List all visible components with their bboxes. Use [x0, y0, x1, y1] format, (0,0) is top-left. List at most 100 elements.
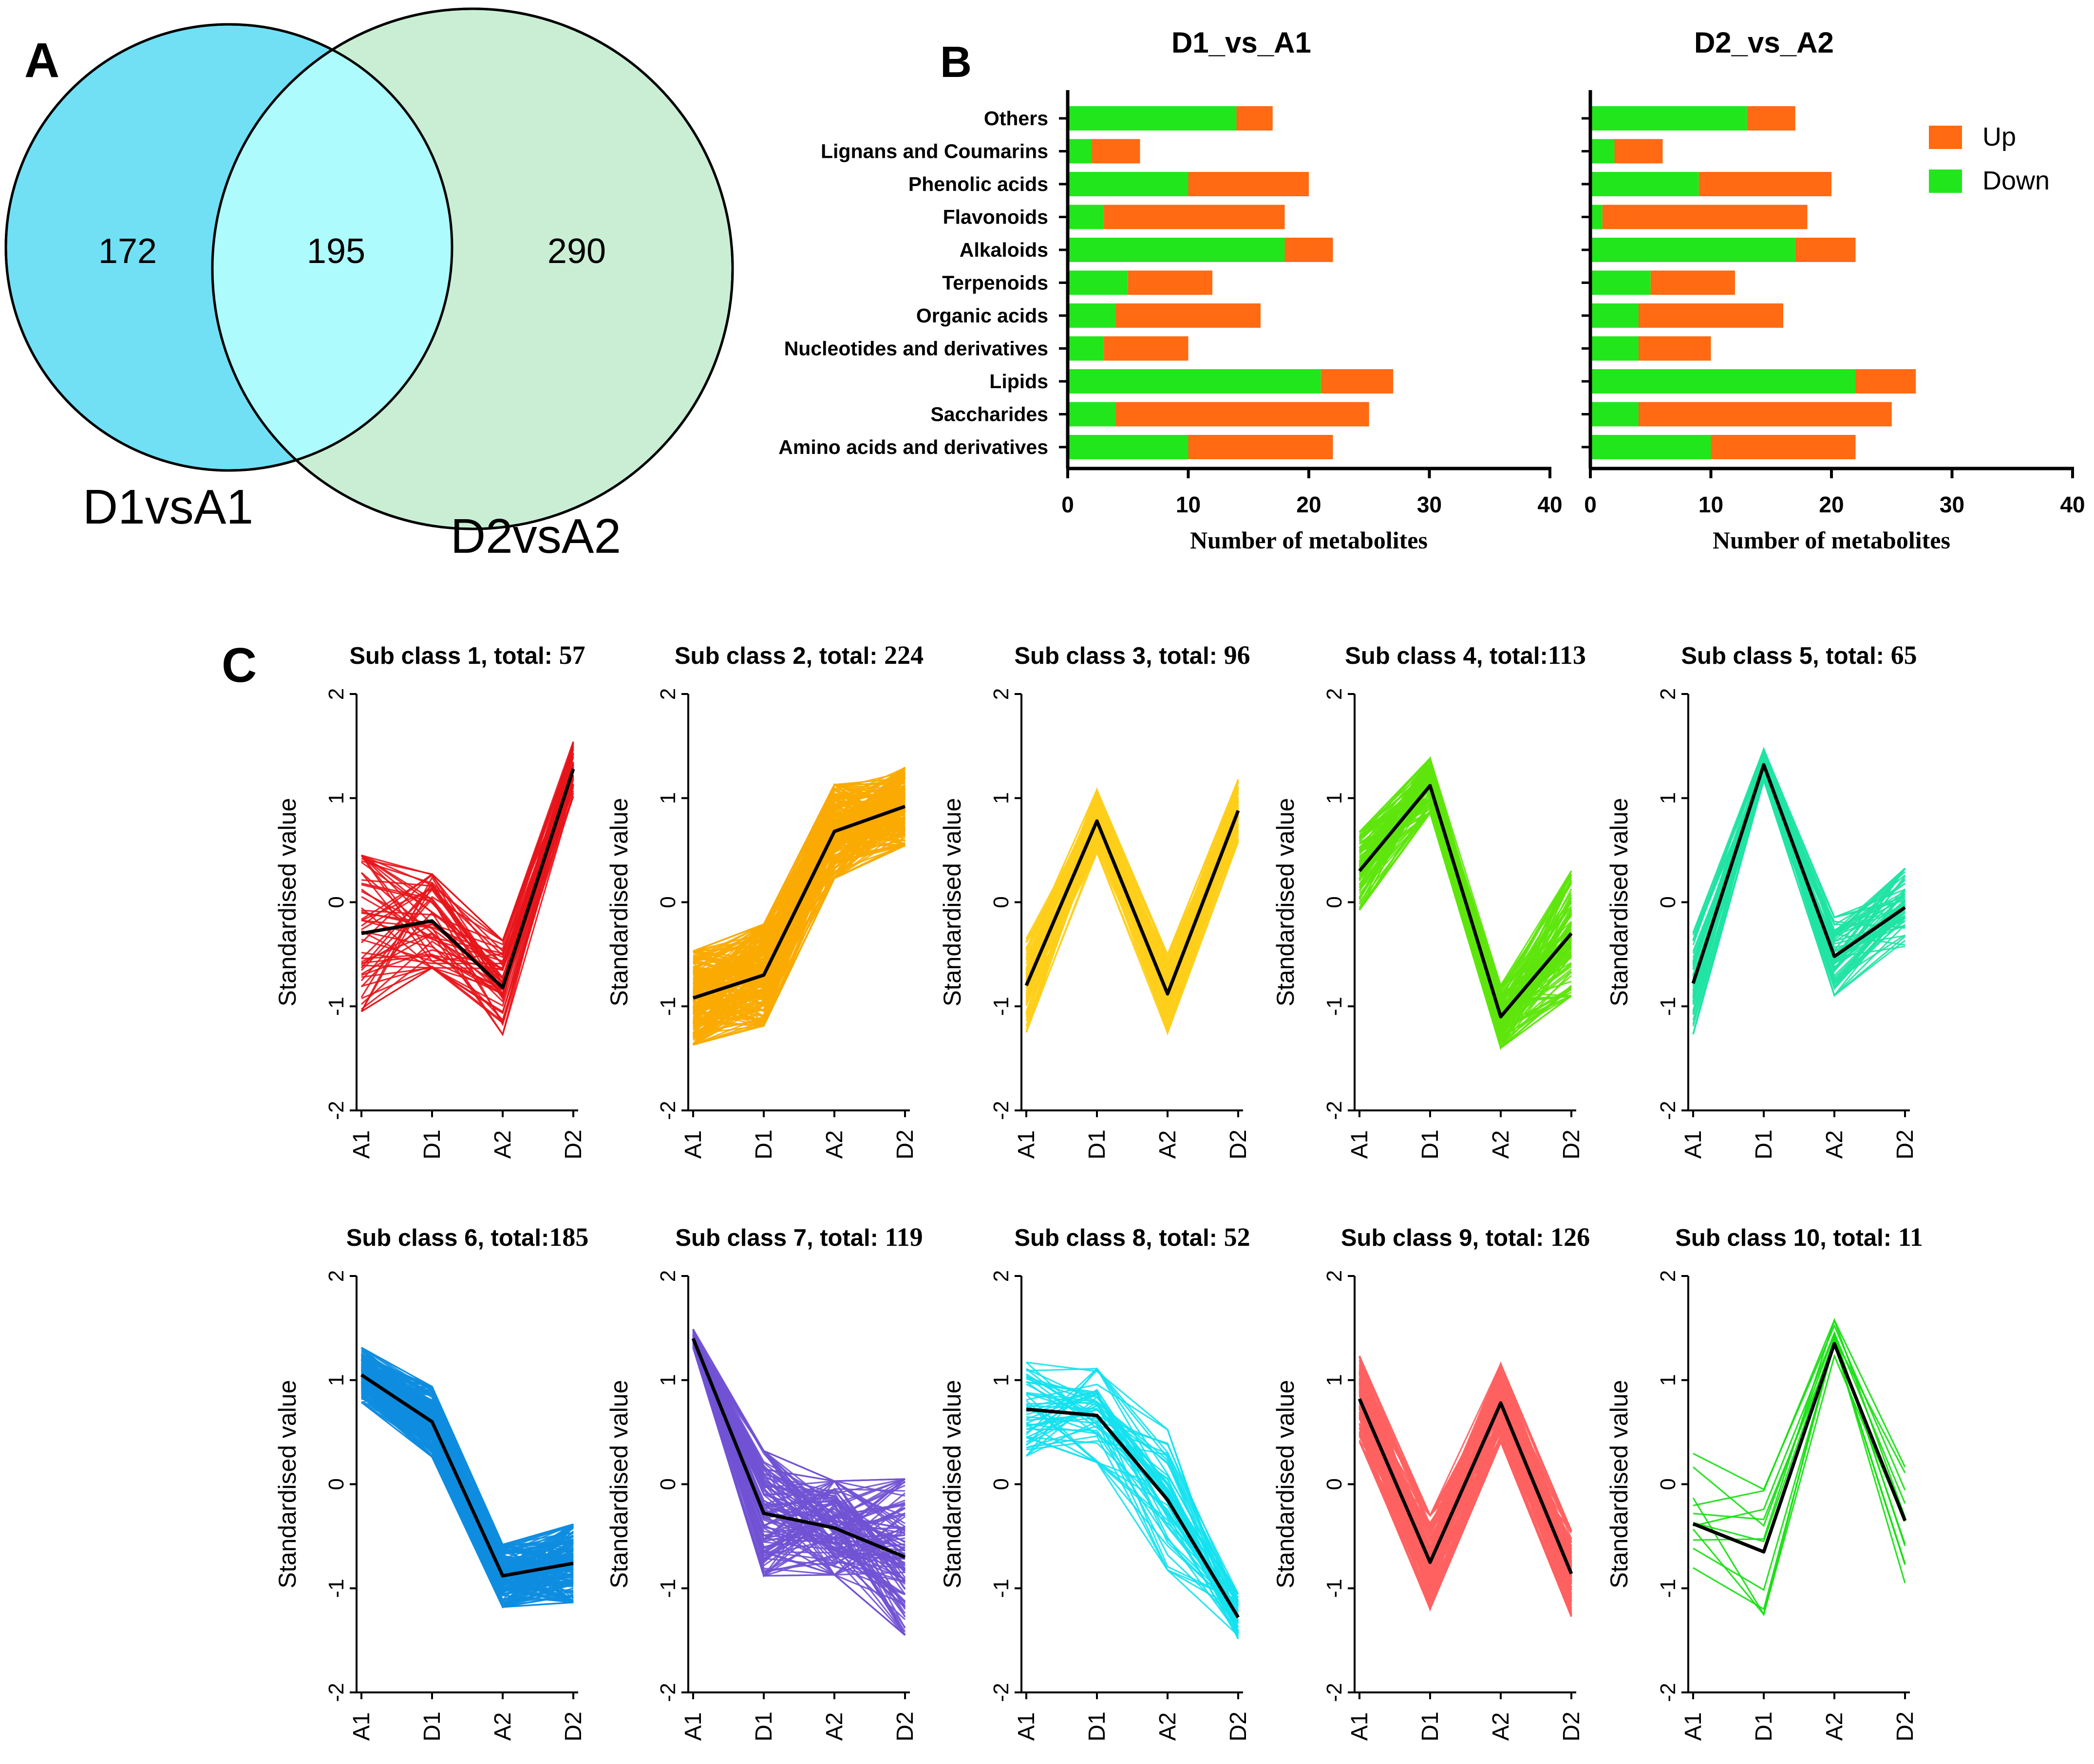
member-line — [1693, 1318, 1906, 1506]
x-tick-label: 20 — [1819, 492, 1844, 517]
y-tick-label: -1 — [989, 997, 1013, 1016]
member-line — [1692, 772, 1906, 986]
y-tick-label: -2 — [1656, 1101, 1680, 1120]
member-line — [692, 1338, 906, 1636]
venn-count-only-d2vsa2: 290 — [547, 232, 606, 271]
category-label-terpenoids: Terpenoids — [942, 272, 1048, 294]
member-line — [693, 842, 906, 1025]
bar-up-organic-acids — [1639, 303, 1783, 328]
mean-line — [692, 805, 906, 1000]
y-tick-label: 1 — [989, 792, 1013, 804]
subclass-title-text: Sub class 4, total: — [1345, 643, 1548, 669]
y-tick-label: -1 — [656, 997, 680, 1016]
y-tick-label: 2 — [656, 1270, 680, 1282]
y-tick-label: -2 — [1322, 1101, 1346, 1120]
x-tick-label: D2 — [1892, 1711, 1918, 1741]
x-tick-label: 10 — [1176, 492, 1201, 517]
y-tick-label: 1 — [1656, 1374, 1680, 1386]
x-tick-label: 10 — [1698, 492, 1723, 517]
subclass-panel-7: Sub class 7, total: 119 2 1 0 -1 -2A1 D1 A2 D2 St… — [605, 1222, 923, 1742]
bar-down-lignans-and-coumarins — [1590, 139, 1615, 164]
mean-line — [1024, 810, 1240, 996]
x-tick-label: D2 — [561, 1129, 586, 1159]
member-line — [1693, 1336, 1906, 1542]
subclass-total: 52 — [1224, 1222, 1250, 1252]
x-tick-label: D2 — [1892, 1129, 1918, 1159]
member-line — [692, 784, 906, 985]
member-line — [361, 1380, 574, 1591]
y-axis-label: Standardised value — [1605, 1380, 1633, 1588]
y-tick-label: 1 — [324, 792, 348, 804]
subclass-title: Sub class 1, total: 57 — [349, 640, 585, 670]
chart-title: D1_vs_A1 — [1171, 26, 1311, 59]
y-tick-label: -1 — [324, 1579, 348, 1598]
y-tick-label: 0 — [324, 896, 348, 908]
bar-up-alkaloids — [1795, 238, 1856, 262]
y-axis-label: Standardised value — [274, 798, 301, 1006]
member-line — [1693, 1317, 1906, 1541]
member-lines — [1692, 1317, 1906, 1616]
x-tick-label: D1 — [1751, 1129, 1777, 1159]
x-tick-label: A2 — [490, 1130, 516, 1159]
legend-label-up: Up — [1982, 122, 2016, 151]
subclass-title: Sub class 10, total: 11 — [1675, 1222, 1923, 1252]
x-tick-label: A1 — [1014, 1130, 1039, 1159]
member-lines — [692, 1329, 906, 1636]
member-line — [1026, 1428, 1239, 1615]
y-axis-label: Standardised value — [1272, 1380, 1299, 1588]
member-line — [361, 743, 574, 962]
member-line — [1358, 1440, 1572, 1599]
y-tick-label: 0 — [1322, 896, 1346, 908]
member-line — [692, 1342, 906, 1620]
subclass-panel-1: Sub class 1, total: 57 2 1 0 -1 -2A1 D1 A2 D2 Sta… — [274, 640, 586, 1160]
y-axis-label: Standardised value — [605, 1380, 633, 1588]
subclass-title-text: Sub class 2, total: — [675, 643, 884, 669]
member-line — [361, 1365, 574, 1593]
member-line — [361, 1347, 574, 1548]
bar-up-nucleotides-and-derivatives — [1104, 336, 1188, 361]
subclass-total: 65 — [1891, 640, 1917, 670]
category-label-organic-acids: Organic acids — [916, 304, 1048, 327]
y-tick-label: -1 — [1322, 997, 1346, 1016]
member-line — [693, 784, 906, 970]
member-line — [1025, 1367, 1239, 1595]
member-line — [1358, 756, 1572, 1014]
x-tick-label: D1 — [419, 1129, 445, 1159]
y-axis-label: Standardised value — [939, 1380, 966, 1588]
mean-line — [360, 1373, 574, 1578]
subclass-title: Sub class 6, total:185 — [346, 1222, 589, 1252]
member-line — [1692, 751, 1906, 986]
category-label-lipids: Lipids — [989, 370, 1048, 393]
category-label-amino-acids-and-derivatives: Amino acids and derivatives — [778, 436, 1048, 458]
mean-line — [1691, 763, 1906, 984]
bar-up-flavonoids — [1104, 205, 1285, 229]
member-line — [360, 741, 574, 1003]
subclass-line-charts: Sub class 1, total: 57 2 1 0 -1 -2 A1 D1 A2 D2 Sta… — [274, 640, 1923, 1742]
y-tick-label: -2 — [1656, 1683, 1680, 1702]
y-axis-label: Standardised value — [274, 1380, 301, 1588]
y-tick-label: 0 — [656, 1478, 680, 1490]
member-line — [693, 794, 906, 1027]
bar-up-phenolic-acids — [1698, 172, 1831, 196]
y-tick-label: 1 — [989, 1374, 1013, 1386]
subclass-title: Sub class 3, total: 96 — [1014, 640, 1250, 670]
subclass-panel-10: Sub class 10, total: 11 2 1 0 -1 -2A1 D1 A2 D2 St… — [1605, 1222, 1923, 1742]
member-line — [692, 1331, 906, 1536]
category-label-lignans-and-coumarins: Lignans and Coumarins — [821, 140, 1048, 163]
y-tick-label: -2 — [324, 1683, 348, 1702]
x-tick-label: D1 — [1084, 1129, 1110, 1159]
bar-up-others — [1236, 106, 1273, 131]
x-tick-label: 30 — [1940, 492, 1964, 517]
subclass-panel-6: Sub class 6, total:185 2 1 0 -1 -2A1 D1 A2 D2 Sta… — [274, 1222, 588, 1742]
member-line — [1026, 1436, 1239, 1627]
y-axis-label: Standardised value — [1605, 798, 1633, 1006]
y-tick-label: -2 — [324, 1101, 348, 1120]
category-label-others: Others — [984, 107, 1048, 130]
x-tick-label: A1 — [1347, 1712, 1373, 1741]
y-tick-label: 1 — [656, 792, 680, 804]
member-line — [1026, 1361, 1239, 1632]
member-line — [1026, 1368, 1239, 1603]
member-lines — [1025, 1361, 1239, 1640]
subclass-title-text: Sub class 9, total: — [1341, 1225, 1550, 1251]
y-tick-label: 0 — [989, 1478, 1013, 1490]
